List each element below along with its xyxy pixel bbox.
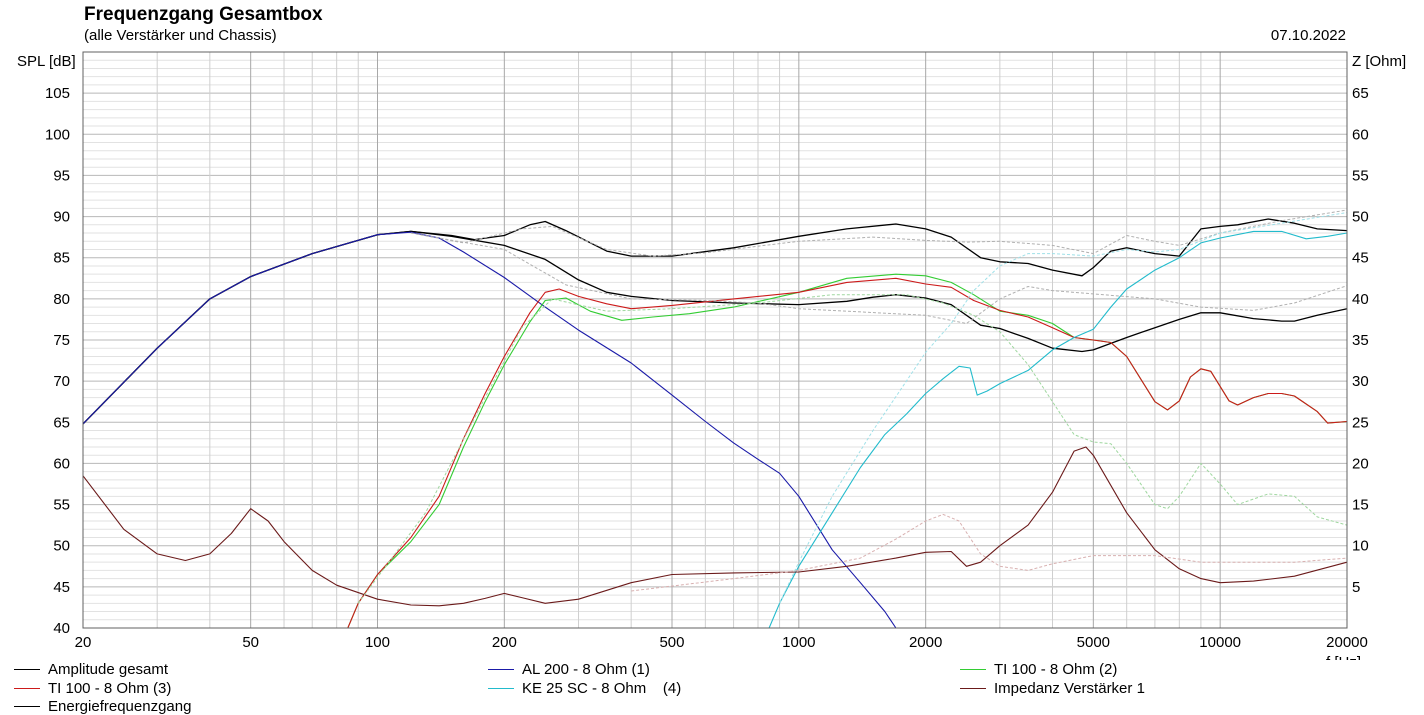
legend-swatch	[960, 688, 986, 689]
frequency-response-chart: 40 45 50 55 60 65 70 75 80 85 90 95 100 105 5 10 15 20 25 3…	[17, 51, 1406, 660]
y-tick-label: 90	[53, 209, 70, 226]
series-line-reference	[410, 232, 1348, 324]
chart-grid	[83, 52, 1347, 628]
y2-tick-label: 40	[1352, 291, 1369, 308]
legend-label: Amplitude gesamt	[48, 661, 169, 678]
legend-swatch	[14, 688, 40, 689]
plot-frame	[82, 51, 1348, 629]
y2-axis-label: Z [Ohm]	[1352, 53, 1406, 70]
x-tick-label: 20	[75, 634, 92, 651]
chart-title: Frequenzgang Gesamtbox	[84, 4, 323, 25]
x-tick-label: 2000	[909, 634, 942, 651]
y-tick-label: 45	[53, 579, 70, 596]
y2-tick-label: 15	[1352, 497, 1369, 514]
x-tick-label: 20000	[1326, 634, 1368, 651]
y-tick-label: 85	[53, 250, 70, 267]
x-tick-label: 10000	[1199, 634, 1241, 651]
y2-tick-label: 10	[1352, 538, 1369, 555]
x-tick-label: 100	[365, 634, 390, 651]
legend-swatch	[14, 706, 40, 707]
y2-tick-label: 5	[1352, 579, 1360, 596]
legend-label: AL 200 - 8 Ohm (1)	[522, 661, 650, 678]
chart-subtitle: (alle Verstärker und Chassis)	[84, 27, 277, 44]
y-tick-label: 55	[53, 497, 70, 514]
legend-item-impedance: Impedanz Verstärker 1	[960, 680, 1145, 697]
x-tick-label: 200	[492, 634, 517, 651]
legend-item-ti100-3: TI 100 - 8 Ohm (3)	[14, 680, 171, 697]
legend-item-al200: AL 200 - 8 Ohm (1)	[488, 661, 650, 678]
y-tick-label: 75	[53, 332, 70, 349]
series-line	[82, 446, 1348, 607]
series-line-reference	[631, 513, 1348, 592]
y2-tick-label: 30	[1352, 373, 1369, 390]
legend-label: Impedanz Verstärker 1	[994, 680, 1145, 697]
legend-swatch	[488, 688, 514, 689]
y-tick-label: 65	[53, 414, 70, 431]
y2-tick-label: 55	[1352, 167, 1369, 184]
y-tick-label: 95	[53, 167, 70, 184]
x-axis-label: f [Hz]	[1326, 654, 1361, 660]
series-line	[83, 230, 1348, 629]
x-tick-label: 500	[659, 634, 684, 651]
y2-tick-label: 45	[1352, 250, 1369, 267]
legend-swatch	[488, 669, 514, 670]
y2-tick-label: 65	[1352, 85, 1369, 102]
legend-label: TI 100 - 8 Ohm (3)	[48, 680, 172, 697]
legend-swatch	[960, 669, 986, 670]
legend-item-amplitude: Amplitude gesamt	[14, 661, 168, 678]
y-tick-label: 70	[53, 373, 70, 390]
series-line	[83, 277, 1348, 629]
x-tick-label: 50	[242, 634, 259, 651]
y2-tick-label: 50	[1352, 209, 1369, 226]
y-tick-label: 105	[45, 85, 70, 102]
legend-label: KE 25 SC - 8 Ohm (4)	[522, 680, 682, 697]
series-line	[82, 231, 1347, 629]
x-tick-label: 1000	[782, 634, 815, 651]
legend-item-energy: Energiefrequenzgang	[14, 698, 191, 715]
x-tick-label: 5000	[1077, 634, 1110, 651]
legend-label: Energiefrequenzgang	[48, 698, 192, 715]
y-tick-label: 40	[53, 620, 70, 637]
chart-axes: 40 45 50 55 60 65 70 75 80 85 90 95 100 105 5 10 15 20 25 3…	[17, 51, 1406, 660]
legend-label: TI 100 - 8 Ohm (2)	[994, 661, 1118, 678]
y2-tick-label: 60	[1352, 126, 1369, 143]
y-axis-label: SPL [dB]	[17, 53, 76, 70]
y2-tick-label: 25	[1352, 414, 1369, 431]
legend-item-ke25: KE 25 SC - 8 Ohm (4)	[488, 680, 681, 697]
y2-tick-label: 35	[1352, 332, 1369, 349]
chart-date: 07.10.2022	[1270, 27, 1346, 44]
y-tick-label: 50	[53, 538, 70, 555]
legend-item-ti100-2: TI 100 - 8 Ohm (2)	[960, 661, 1117, 678]
y-tick-label: 100	[45, 126, 70, 143]
legend-swatch	[14, 669, 40, 670]
y-tick-label: 60	[53, 455, 70, 472]
chart-series	[82, 209, 1348, 629]
y-tick-label: 80	[53, 291, 70, 308]
series-line	[82, 230, 1348, 425]
y2-tick-label: 20	[1352, 455, 1369, 472]
series-line-reference	[410, 209, 1348, 257]
series-line-reference	[779, 212, 1348, 604]
series-line-reference	[357, 294, 1348, 604]
